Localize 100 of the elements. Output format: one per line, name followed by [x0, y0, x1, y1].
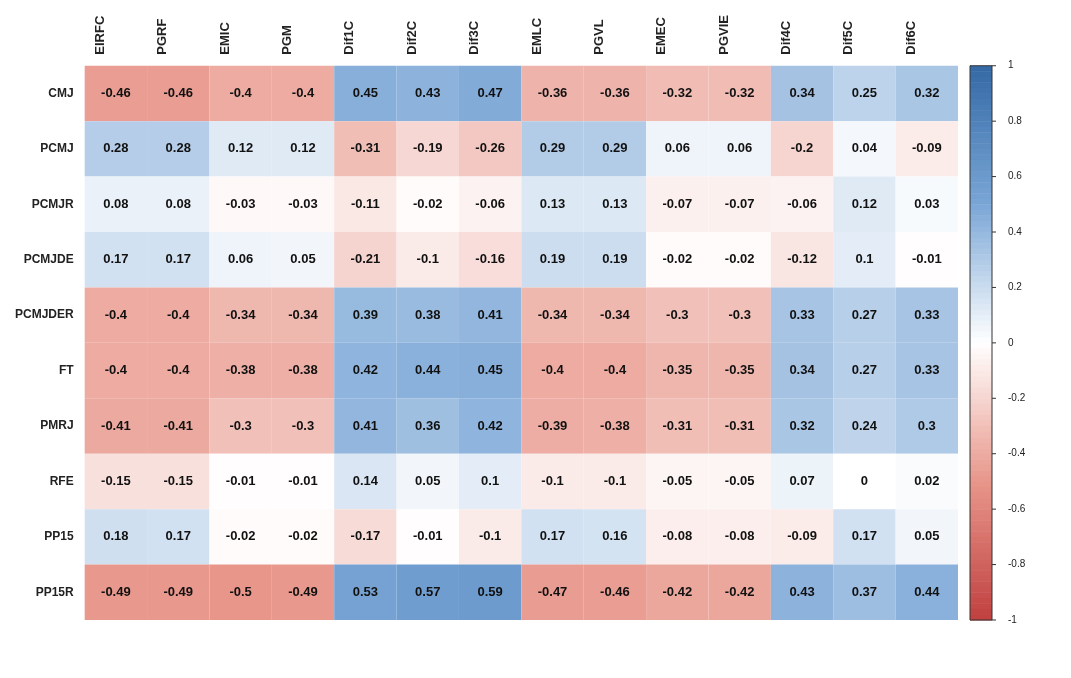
data-label: -0.3 — [229, 417, 252, 433]
data-label: 0.1 — [481, 473, 500, 489]
data-label: 0.17 — [539, 528, 566, 544]
color-bar-label: 0.2 — [1008, 281, 1023, 293]
data-label: -0.46 — [163, 85, 194, 101]
data-label: -0.34 — [600, 306, 631, 322]
data-label: 0.03 — [914, 195, 940, 211]
data-label: 0.17 — [165, 251, 191, 267]
data-label: 0.33 — [789, 306, 815, 322]
y-tick-label: RFE — [49, 473, 74, 488]
data-label: -0.03 — [225, 195, 256, 211]
data-label: 0.27 — [851, 306, 878, 322]
y-tick-label: PMRJ — [40, 418, 74, 433]
data-label: 0.05 — [415, 473, 441, 489]
data-label: -0.1 — [416, 251, 439, 267]
color-bar-label: -0.8 — [1008, 558, 1026, 570]
data-label: -0.49 — [288, 583, 318, 599]
data-label: -0.42 — [724, 583, 755, 599]
data-label: -0.49 — [163, 583, 194, 599]
data-label: -0.19 — [412, 140, 443, 156]
data-label: -0.3 — [666, 306, 689, 322]
y-tick-label: PCMJDE — [23, 252, 74, 267]
data-label: -0.39 — [537, 417, 568, 433]
data-label: 0.43 — [789, 583, 815, 599]
data-label: 0.07 — [789, 473, 815, 489]
data-label: -0.09 — [911, 140, 942, 156]
data-label: -0.38 — [600, 417, 630, 433]
data-label: -0.31 — [350, 140, 381, 156]
data-label: -0.02 — [288, 528, 318, 544]
data-label: 0.17 — [851, 528, 878, 544]
data-label: -0.12 — [787, 251, 817, 267]
y-tick-label: PCMJR — [31, 196, 74, 211]
x-tick-label: PGM — [278, 25, 294, 55]
data-label: -0.4 — [229, 85, 253, 101]
data-label: 0.42 — [477, 417, 503, 433]
data-label: -0.41 — [163, 417, 194, 433]
data-label: -0.1 — [541, 473, 564, 489]
color-bar-label: 0.8 — [1008, 114, 1023, 126]
color-bar-label: 0.4 — [1008, 225, 1023, 237]
data-label: -0.16 — [475, 251, 505, 267]
data-label: -0.4 — [104, 306, 128, 322]
x-tick-label: Dif2C — [403, 20, 419, 55]
data-label: 0.08 — [165, 195, 191, 211]
y-tick-label: PCMJ — [40, 141, 74, 156]
data-label: 0.08 — [103, 195, 129, 211]
data-label: 0.18 — [103, 528, 129, 544]
data-label: 0.3 — [917, 417, 936, 433]
data-label: 0.44 — [415, 362, 442, 378]
x-tick-label: Dif1C — [341, 20, 357, 55]
data-label: -0.4 — [167, 362, 191, 378]
data-label: -0.07 — [662, 195, 693, 211]
data-label: 0.04 — [851, 140, 878, 156]
data-label: 0.34 — [789, 85, 816, 101]
data-label: -0.26 — [475, 140, 505, 156]
data-label: -0.01 — [412, 528, 443, 544]
data-label: 0.28 — [103, 140, 129, 156]
data-label: 0.45 — [477, 362, 503, 378]
data-label: 0.27 — [851, 362, 878, 378]
data-label: 0.19 — [539, 251, 566, 267]
data-label: -0.4 — [291, 85, 315, 101]
data-label: -0.47 — [537, 583, 568, 599]
y-tick-label: PP15R — [35, 584, 74, 599]
data-label: 0.33 — [914, 306, 940, 322]
data-label: -0.3 — [728, 306, 751, 322]
data-label: 0.05 — [290, 251, 316, 267]
data-label: -0.02 — [225, 528, 256, 544]
data-label: -0.42 — [662, 583, 693, 599]
data-label: -0.4 — [603, 362, 627, 378]
y-tick-label: CMJ — [48, 85, 74, 100]
data-label: -0.31 — [724, 417, 755, 433]
data-label: 0.36 — [415, 417, 441, 433]
data-label: 0.38 — [415, 306, 441, 322]
x-tick-label: EMLC — [528, 17, 544, 55]
data-label: 0.1 — [855, 251, 874, 267]
data-label: -0.46 — [101, 85, 131, 101]
data-label: 0.28 — [165, 140, 191, 156]
data-label: 0.17 — [165, 528, 191, 544]
color-bar-label: -0.2 — [1008, 392, 1026, 404]
data-label: -0.02 — [662, 251, 693, 267]
data-label: 0.05 — [914, 528, 940, 544]
x-tick-label: EMIC — [216, 21, 232, 55]
data-label: 0.13 — [539, 195, 566, 211]
x-tick-label: Dif6C — [902, 20, 918, 55]
data-label: -0.08 — [724, 528, 755, 544]
x-tick-label: PGVIE — [715, 14, 731, 55]
data-label: 0.33 — [914, 362, 940, 378]
data-label: -0.1 — [478, 528, 502, 544]
data-label: 0.13 — [602, 195, 628, 211]
data-label: -0.05 — [724, 473, 755, 489]
data-label: 0 — [860, 473, 869, 489]
data-label: -0.49 — [101, 583, 131, 599]
color-bar-label: 0 — [1008, 336, 1014, 348]
data-label: -0.17 — [350, 528, 381, 544]
data-label: -0.11 — [350, 195, 380, 211]
data-label: -0.15 — [163, 473, 194, 489]
color-bar-label: -0.4 — [1008, 447, 1026, 459]
data-label: 0.24 — [851, 417, 878, 433]
data-label: 0.19 — [602, 251, 628, 267]
data-label: 0.45 — [352, 85, 379, 101]
color-bar-label: 1 — [1008, 59, 1014, 71]
